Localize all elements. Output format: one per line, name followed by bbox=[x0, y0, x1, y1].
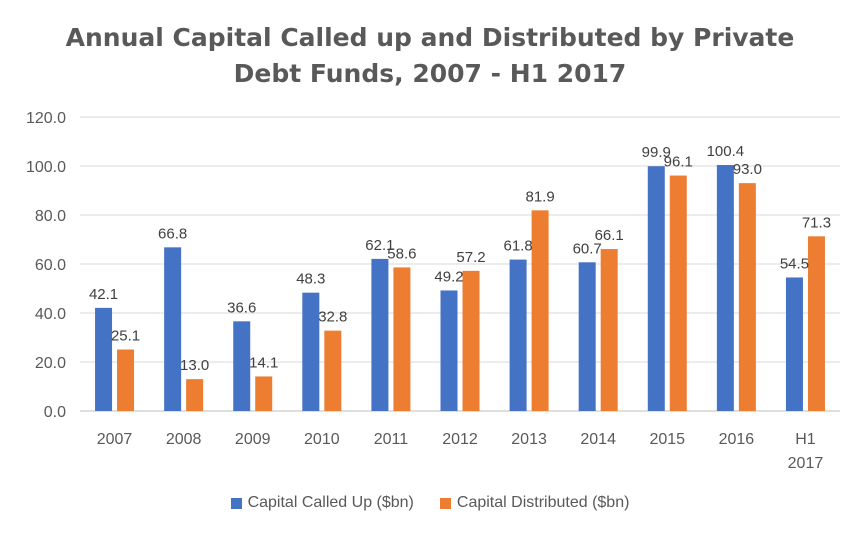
x-tick-label: 2017 bbox=[788, 455, 824, 472]
data-label-called-up: 100.4 bbox=[707, 143, 745, 160]
bar-called-up bbox=[578, 262, 596, 411]
data-label-distributed: 71.3 bbox=[802, 214, 831, 231]
data-label-distributed: 93.0 bbox=[733, 161, 762, 178]
x-tick-label: 2009 bbox=[235, 431, 271, 448]
data-label-distributed: 66.1 bbox=[595, 227, 624, 244]
data-label-distributed: 14.1 bbox=[249, 354, 278, 371]
bar-called-up bbox=[440, 290, 458, 411]
data-label-distributed: 13.0 bbox=[180, 357, 209, 374]
x-tick-label: 2012 bbox=[442, 431, 478, 448]
data-label-distributed: 25.1 bbox=[111, 328, 140, 345]
x-tick-label: 2008 bbox=[166, 431, 202, 448]
y-tick-label: 60.0 bbox=[35, 257, 66, 274]
data-label-called-up: 99.9 bbox=[642, 144, 671, 161]
x-tick-label: 2016 bbox=[719, 431, 755, 448]
legend-item-called-up: Capital Called Up ($bn) bbox=[230, 494, 414, 512]
bar-distributed bbox=[738, 183, 756, 411]
bar-called-up bbox=[233, 321, 251, 411]
y-tick-label: 100.0 bbox=[26, 159, 66, 176]
x-tick-label: 2015 bbox=[649, 431, 685, 448]
x-tick-label: 2011 bbox=[374, 431, 409, 448]
x-tick-label: 2014 bbox=[580, 431, 616, 448]
data-label-called-up: 62.1 bbox=[365, 237, 394, 254]
data-label-distributed: 81.9 bbox=[525, 188, 554, 205]
y-axis: 0.0 20.0 40.0 60.0 80.0 100.0 120.0 bbox=[26, 110, 66, 421]
legend: Capital Called Up ($bn) Capital Distribu… bbox=[0, 494, 860, 512]
y-tick-label: 80.0 bbox=[35, 208, 66, 225]
data-label-called-up: 54.5 bbox=[780, 255, 809, 272]
bar-called-up bbox=[716, 165, 734, 411]
bar-distributed bbox=[807, 236, 825, 411]
data-label-distributed: 57.2 bbox=[456, 249, 485, 266]
data-label-distributed: 96.1 bbox=[664, 154, 693, 171]
data-label-distributed: 58.6 bbox=[387, 245, 416, 262]
bar-distributed bbox=[531, 210, 549, 411]
legend-item-distributed: Capital Distributed ($bn) bbox=[439, 494, 630, 512]
chart-title-line-2: Debt Funds, 2007 - H1 2017 bbox=[233, 59, 627, 88]
bar-called-up bbox=[164, 247, 182, 411]
data-label-called-up: 48.3 bbox=[296, 271, 325, 288]
y-tick-label: 0.0 bbox=[44, 404, 66, 421]
data-label-called-up: 61.8 bbox=[503, 238, 532, 255]
bar-chart: 0.0 20.0 40.0 60.0 80.0 100.0 120.0 42.1 25.1 66… bbox=[26, 110, 840, 472]
data-label-called-up: 36.6 bbox=[227, 299, 256, 316]
bar-called-up bbox=[371, 258, 389, 411]
bar-distributed bbox=[462, 270, 480, 411]
bar-distributed bbox=[393, 267, 411, 411]
bar-called-up bbox=[95, 307, 113, 411]
y-tick-label: 120.0 bbox=[26, 110, 66, 127]
bar-distributed bbox=[324, 330, 342, 411]
bar-called-up bbox=[509, 259, 527, 411]
legend-label-called-up: Capital Called Up ($bn) bbox=[247, 494, 414, 511]
chart-title: Annual Capital Called up and Distributed… bbox=[0, 20, 860, 92]
bar-called-up bbox=[785, 277, 803, 411]
chart-title-line-1: Annual Capital Called up and Distributed… bbox=[65, 23, 795, 52]
bars bbox=[95, 165, 825, 411]
legend-swatch-distributed bbox=[439, 497, 451, 509]
x-tick-label: H1 bbox=[795, 431, 816, 448]
bar-distributed bbox=[600, 249, 618, 411]
x-tick-label: 2010 bbox=[304, 431, 340, 448]
bar-distributed bbox=[255, 376, 273, 411]
data-label-called-up: 42.1 bbox=[89, 286, 118, 303]
legend-swatch-called-up bbox=[230, 497, 242, 509]
data-label-called-up: 49.2 bbox=[434, 268, 463, 285]
y-tick-label: 20.0 bbox=[35, 355, 66, 372]
x-tick-label: 2013 bbox=[511, 431, 547, 448]
x-axis: 2007 2008 2009 2010 2011 2012 2013 2014 2015 2016… bbox=[97, 431, 824, 472]
bar-distributed bbox=[669, 175, 687, 411]
data-label-distributed: 32.8 bbox=[318, 309, 347, 326]
bar-distributed bbox=[117, 349, 135, 411]
data-labels: 42.1 25.1 66.8 13.0 36.6 14.1 48.3 32.8 62.158.6… bbox=[89, 143, 831, 374]
data-label-called-up: 66.8 bbox=[158, 225, 187, 242]
bar-distributed bbox=[186, 379, 204, 411]
bar-called-up bbox=[302, 292, 320, 411]
x-tick-label: 2007 bbox=[97, 431, 133, 448]
bar-called-up bbox=[647, 166, 665, 411]
legend-label-distributed: Capital Distributed ($bn) bbox=[456, 494, 630, 511]
data-label-called-up: 60.7 bbox=[573, 240, 602, 257]
y-tick-label: 40.0 bbox=[35, 306, 66, 323]
gridlines bbox=[80, 116, 840, 412]
